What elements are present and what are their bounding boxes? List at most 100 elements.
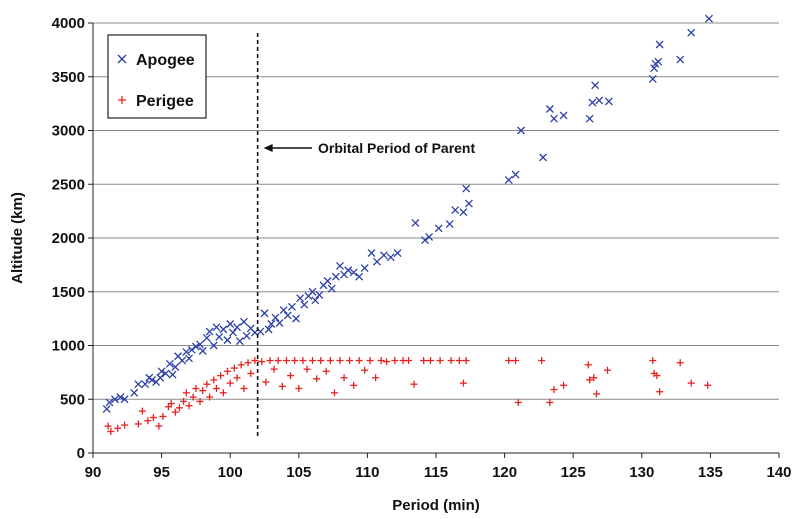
apogee-point — [205, 327, 214, 336]
apogee-point — [105, 398, 114, 407]
apogee-point — [219, 325, 228, 334]
apogee-point — [165, 359, 174, 368]
perigee-point — [251, 357, 259, 365]
apogee-point — [315, 291, 324, 299]
x-tick-label: 105 — [286, 464, 311, 481]
perigee-point — [180, 397, 188, 405]
legend-apogee-marker — [117, 54, 127, 64]
perigee-point — [330, 389, 338, 397]
perigee-point — [550, 386, 558, 394]
apogee-point — [344, 266, 353, 275]
perigee-point — [604, 366, 611, 374]
tick-labels: 0 500 1000 1500 2000 2500 3000 3500 4000 90 95 100 1… — [52, 15, 792, 481]
apogee-point — [296, 294, 305, 303]
perigee-point — [303, 365, 311, 373]
apogee-point — [191, 342, 200, 351]
perigee-point — [512, 357, 520, 365]
apogee-point — [202, 334, 211, 342]
perigee-point — [383, 358, 391, 366]
perigee-point — [266, 357, 274, 365]
perigee-point — [455, 357, 463, 365]
perigee-point — [287, 372, 295, 380]
apogee-point — [311, 296, 320, 305]
legend-apogee-symbol — [117, 54, 127, 64]
y-tick-label: 3500 — [52, 69, 85, 86]
y-tick-label: 500 — [60, 391, 85, 408]
x-tick-label: 135 — [698, 464, 723, 481]
perigee-point — [121, 421, 129, 429]
perigee-point — [336, 357, 344, 365]
apogee-point — [182, 347, 191, 356]
apogee-point — [323, 277, 332, 285]
perigee-point — [656, 388, 664, 396]
apogee-point — [223, 336, 232, 345]
apogee-point — [300, 300, 309, 309]
perigee-point — [199, 387, 207, 395]
perigee-point — [560, 381, 568, 389]
perigee-point — [326, 357, 334, 365]
perigee-point — [237, 361, 245, 369]
apogee-point — [292, 314, 301, 323]
y-tick-label: 1500 — [52, 284, 85, 301]
apogee-point — [196, 340, 204, 349]
perigee-point — [391, 357, 399, 365]
x-axis-title: Period (min) — [392, 497, 480, 514]
legend: Apogee Perigee — [107, 34, 207, 119]
perigee-point — [687, 379, 695, 387]
x-tick-label: 140 — [766, 464, 791, 481]
y-axis-title: Altitude (km) — [9, 192, 26, 284]
apogee-point — [655, 40, 664, 49]
x-tick-label: 125 — [561, 464, 586, 481]
perigee-point — [104, 422, 112, 430]
apogee-point — [283, 311, 292, 320]
perigee-point — [196, 397, 204, 405]
x-tick-label: 95 — [153, 464, 170, 481]
apogee-point — [367, 249, 376, 258]
apogee-point — [148, 375, 156, 384]
perigee-point — [155, 422, 163, 430]
x-tick-label: 100 — [218, 464, 243, 481]
apogee-point — [379, 251, 388, 260]
perigee-point — [649, 357, 657, 365]
apogee-point — [559, 111, 568, 120]
apogee-point — [264, 325, 273, 334]
y-tick-label: 2000 — [52, 230, 85, 247]
apogee-point — [464, 199, 473, 208]
perigee-point — [295, 385, 303, 392]
apogee-point — [349, 268, 358, 277]
apogee-point — [434, 224, 443, 233]
reference-annotation: Orbital Period of Parent — [263, 140, 475, 156]
perigee-point — [149, 414, 157, 422]
perigee-point — [593, 390, 601, 398]
apogee-point — [178, 356, 187, 365]
perigee-point — [219, 389, 227, 397]
perigee-point — [203, 380, 211, 388]
perigee-point — [107, 428, 115, 435]
apogee-point — [161, 369, 170, 378]
apogee-point — [591, 81, 600, 90]
y-tick-label: 0 — [77, 445, 85, 462]
perigee-point — [299, 357, 307, 365]
apogee-point — [327, 284, 336, 293]
apogee-point — [595, 96, 604, 105]
apogee-point — [308, 287, 317, 296]
perigee-point — [223, 367, 231, 375]
perigee-point — [436, 357, 444, 365]
apogee-point — [287, 302, 296, 311]
perigee-point — [447, 357, 455, 365]
perigee-point — [258, 358, 266, 366]
apogee-point — [355, 272, 364, 281]
perigee-point — [206, 393, 214, 401]
apogee-point — [235, 337, 244, 346]
perigee-point — [210, 376, 218, 384]
apogee-point — [116, 393, 125, 402]
perigee-point — [247, 369, 255, 377]
perigee-point — [138, 407, 146, 415]
perigee-point — [185, 402, 193, 410]
apogee-point — [110, 395, 119, 404]
apogee-point — [676, 55, 685, 64]
apogee-point — [517, 126, 526, 135]
perigee-point — [372, 374, 380, 382]
perigee-point — [653, 372, 661, 380]
perigee-point — [182, 389, 190, 397]
